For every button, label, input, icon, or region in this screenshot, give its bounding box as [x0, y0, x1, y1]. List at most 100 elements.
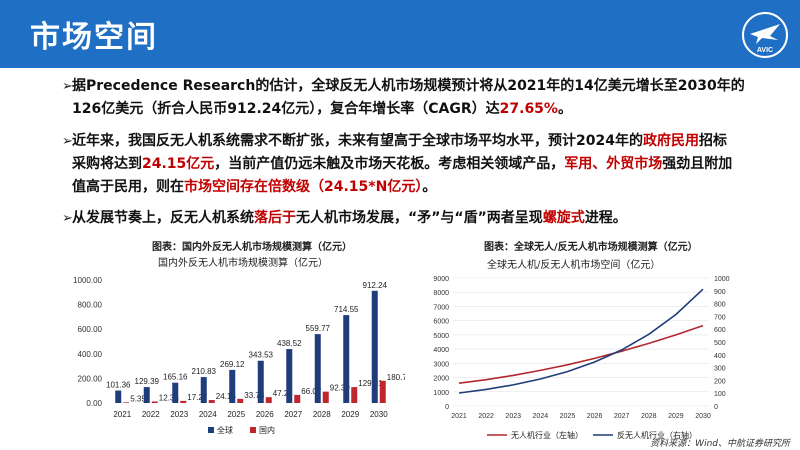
bullet-arrow-icon: ➢	[62, 79, 73, 94]
bar-global	[371, 290, 378, 403]
y-left-tick-label: 3000	[433, 361, 449, 368]
x-tick-label: 2029	[341, 410, 359, 419]
bullet-2: 近年来，我国反无人机系统需求不断扩张，未来有望高于全球市场平均水平，预计2024…	[72, 130, 732, 199]
data-label-domestic: 47.24	[273, 389, 294, 398]
y-right-tick-label: 400	[714, 353, 726, 360]
data-label-domestic: 180.70	[387, 373, 405, 382]
bullet-1-line1: 据Precedence Research的估计，全球反无人机市场规模预计将从20…	[72, 78, 745, 94]
x-tick-label: 2024	[533, 413, 549, 420]
legend-swatch-domestic	[250, 427, 256, 433]
bar-domestic	[294, 394, 301, 403]
data-label-domestic: 33.78	[244, 391, 265, 400]
x-tick-label: 2030	[695, 413, 711, 420]
y-right-tick-label: 300	[714, 366, 726, 373]
bar-global	[200, 377, 207, 403]
bar-global	[143, 387, 150, 403]
bar-domestic	[351, 387, 358, 403]
x-tick-label: 2026	[256, 410, 274, 419]
y-tick-label: 1000.00	[73, 276, 102, 285]
y-left-tick-label: 8000	[433, 290, 449, 297]
bar-domestic	[151, 401, 158, 403]
text-span: 强劲且附加	[662, 156, 733, 172]
logo-text: AVIC	[757, 47, 773, 54]
bar-domestic	[208, 400, 215, 403]
text-span: 无人机市场发展，“矛”与“盾”两者呈现	[296, 210, 543, 226]
text-span: 从发展节奏上，反无人机系统	[72, 210, 254, 226]
bar-global	[229, 369, 236, 403]
x-tick-label: 2024	[199, 410, 217, 419]
bullet-1: 据Precedence Research的估计，全球反无人机市场规模预计将从20…	[72, 75, 745, 121]
line-chart: 9000800070006000500040003000200010000100…	[433, 276, 729, 440]
highlight-text: 市场空间存在倍数级（24.15*N亿元）	[184, 179, 423, 195]
legend-label-counter-drone: 反无人机行业（右轴）	[617, 430, 697, 440]
x-tick-label: 2028	[313, 410, 331, 419]
data-label-global: 559.77	[306, 324, 331, 333]
y-right-tick-label: 200	[714, 378, 726, 385]
bar-domestic	[123, 402, 130, 403]
highlight-text: 27.65%	[499, 101, 558, 117]
x-tick-label: 2025	[560, 413, 576, 420]
text-span: ，当前产值仍远未触及市场天花板。考虑相关领域产品，	[214, 156, 565, 172]
y-right-tick-label: 0	[714, 404, 718, 411]
x-tick-label: 2027	[614, 413, 630, 420]
bullet-2-line2: 采购将达到24.15亿元，当前产值仍远未触及市场天花板。考虑相关领域产品，军用、…	[72, 153, 732, 176]
text-span: 。	[557, 101, 572, 117]
legend-label-drone: 无人机行业（左轴）	[511, 430, 583, 440]
x-tick-label: 2022	[142, 410, 160, 419]
bar-global	[257, 360, 264, 403]
highlight-text: 24.15亿元	[142, 156, 215, 172]
y-right-tick-label: 800	[714, 302, 726, 309]
bar-global	[286, 349, 293, 403]
source-note: 资料来源：Wind、中航证券研究所	[650, 439, 790, 449]
y-right-tick-label: 100	[714, 391, 726, 398]
y-left-tick-label: 0	[445, 404, 449, 411]
x-tick-label: 2021	[451, 413, 467, 420]
data-label-global: 438.52	[277, 339, 302, 348]
data-label-domestic: 12.35	[159, 393, 180, 402]
page-title: 市场空间	[30, 20, 158, 55]
bar-global	[172, 382, 179, 403]
x-tick-label: 2025	[227, 410, 245, 419]
highlight-text: 螺旋式	[542, 210, 585, 226]
data-label-domestic: 129.21	[358, 379, 383, 388]
y-right-tick-label: 900	[714, 289, 726, 296]
data-label-domestic: 17.27	[187, 393, 208, 402]
legend-swatch-global	[208, 427, 214, 433]
y-left-tick-label: 9000	[433, 276, 449, 283]
y-right-tick-label: 600	[714, 327, 726, 334]
y-left-tick-label: 7000	[433, 304, 449, 311]
text-span: 招标	[698, 133, 727, 149]
bar-domestic	[379, 380, 386, 403]
bar-global	[314, 334, 321, 403]
bullet-2-line1: 近年来，我国反无人机系统需求不断扩张，未来有望高于全球市场平均水平，预计2024…	[72, 130, 732, 153]
data-label-global: 714.55	[334, 305, 359, 314]
data-label-domestic: 92.39	[330, 384, 351, 393]
left-chart-subtitle: 国内外反无人机市场规模测算（亿元）	[158, 258, 328, 269]
y-tick-label: 0.00	[86, 399, 102, 408]
text-span: 126亿美元（折合人民币912.24亿元），复合年增长率（CAGR）达	[72, 101, 500, 117]
bullet-1-line2: 126亿美元（折合人民币912.24亿元），复合年增长率（CAGR）达27.65…	[72, 98, 745, 121]
y-tick-label: 600.00	[78, 325, 103, 334]
y-left-tick-label: 6000	[433, 319, 449, 326]
y-left-tick-label: 1000	[433, 390, 449, 397]
bar-chart: 1000.00 800.00 600.00 400.00 200.00 0.00 101.3…	[73, 276, 405, 435]
bullet-arrow-icon: ➢	[62, 211, 73, 226]
bar-global	[115, 390, 122, 403]
data-label-domestic: 66.07	[301, 387, 322, 396]
line-counter-drone-industry	[458, 288, 704, 394]
data-label-global: 129.39	[135, 377, 160, 386]
bullet-3: 从发展节奏上，反无人机系统落后于无人机市场发展，“矛”与“盾”两者呈现螺旋式进程…	[72, 207, 627, 230]
left-chart-caption: 图表：国内外反无人机市场规模测算（亿元）	[152, 242, 352, 253]
highlight-text: 政府民用	[642, 133, 699, 149]
highlight-text: 落后于	[254, 210, 296, 226]
y-tick-label: 800.00	[78, 301, 103, 310]
legend-label-domestic: 国内	[259, 425, 275, 435]
avic-logo: AVIC	[742, 12, 788, 58]
text-span: 。	[422, 179, 437, 195]
y-tick-label: 200.00	[78, 374, 103, 383]
x-tick-label: 2021	[113, 410, 131, 419]
y-tick-label: 400.00	[78, 350, 103, 359]
data-label-domestic: 24.15	[216, 392, 237, 401]
data-label-global: 210.83	[192, 367, 217, 376]
bullet-arrow-icon: ➢	[62, 134, 73, 149]
